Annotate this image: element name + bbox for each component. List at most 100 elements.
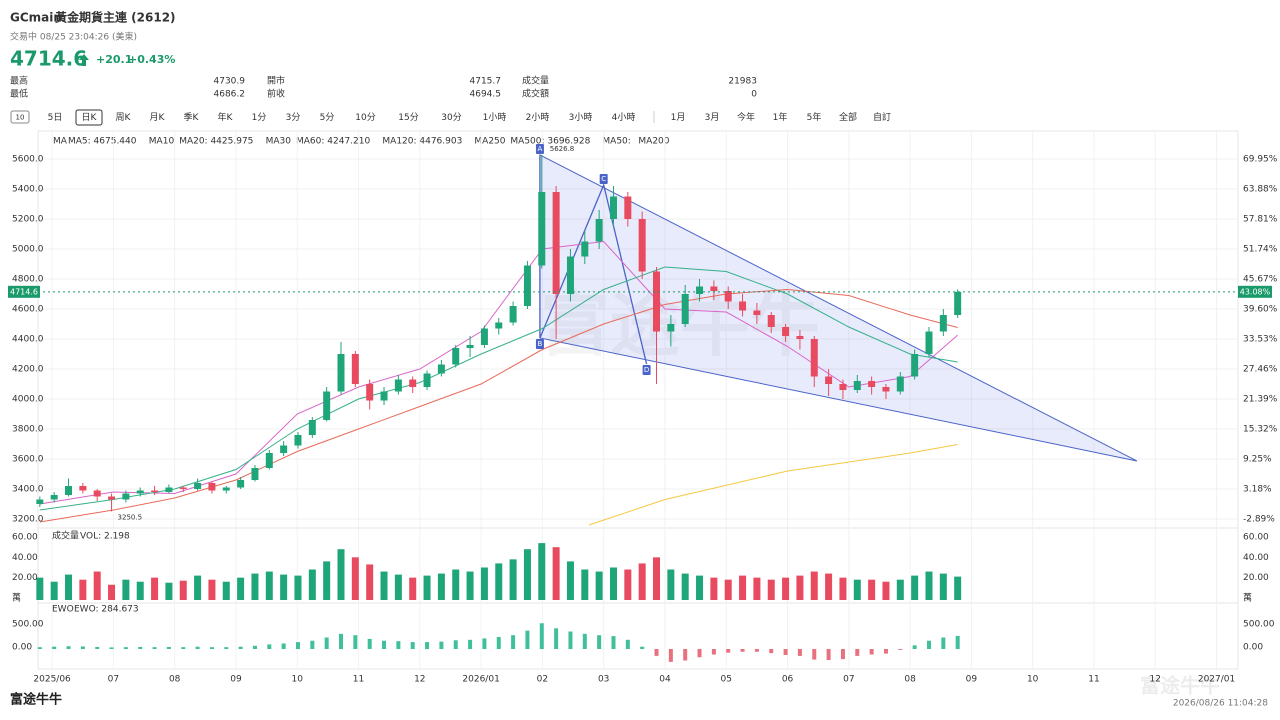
volume-bar bbox=[36, 577, 44, 600]
pattern-label: D bbox=[644, 366, 649, 374]
candle-body bbox=[523, 265, 531, 307]
ewo-bar bbox=[324, 637, 329, 650]
volume-bar bbox=[796, 575, 804, 600]
x-tick-label: 09 bbox=[230, 675, 242, 685]
x-tick-label: 06 bbox=[782, 675, 794, 685]
volume-bar bbox=[151, 577, 159, 600]
candle-body bbox=[466, 345, 474, 349]
toolbar-button[interactable]: 5年 bbox=[807, 111, 822, 123]
x-tick-label: 12 bbox=[414, 675, 425, 685]
candle-body bbox=[954, 291, 962, 316]
toolbar-button[interactable]: 1分 bbox=[252, 112, 267, 123]
toolbar-button[interactable]: 3分 bbox=[286, 112, 301, 123]
y-tick-label: 5400.0 bbox=[12, 185, 44, 195]
volume-bar bbox=[366, 564, 374, 600]
volume-bar bbox=[538, 543, 546, 600]
volume-bar bbox=[394, 574, 402, 600]
toolbar-button[interactable]: 日K bbox=[82, 112, 98, 123]
toolbar-button[interactable]: 1小時 bbox=[483, 112, 507, 123]
candle-body bbox=[50, 495, 58, 500]
y2-tick-label: 33.53% bbox=[1243, 335, 1278, 345]
candle-body bbox=[294, 435, 302, 446]
volume-bar bbox=[523, 549, 531, 600]
stat-value: 4686.2 bbox=[214, 90, 246, 100]
ewo-bar bbox=[582, 633, 587, 650]
candle-body bbox=[495, 322, 503, 329]
candle-body bbox=[308, 420, 316, 436]
ewo-tick-label: 0.00 bbox=[12, 643, 32, 653]
candle-body bbox=[810, 339, 818, 377]
volume-bar bbox=[882, 581, 890, 600]
candle-body bbox=[380, 391, 388, 401]
volume-bar bbox=[782, 577, 790, 600]
toolbar-button[interactable]: 3小時 bbox=[569, 112, 593, 123]
volume-bar bbox=[280, 574, 288, 600]
toolbar-button[interactable]: 周K bbox=[116, 112, 132, 123]
legend-entry: MA500: 3696.928 bbox=[510, 137, 590, 147]
toolbar-button[interactable]: 30分 bbox=[441, 112, 461, 123]
toolbar-button[interactable]: 3月 bbox=[705, 112, 720, 123]
toolbar-button[interactable]: 1月 bbox=[671, 112, 686, 123]
candle-body bbox=[552, 192, 560, 295]
toolbar-button[interactable]: 10分 bbox=[355, 112, 375, 123]
ewo-legend: EWO: 284.673 bbox=[74, 605, 139, 615]
ewo-bar bbox=[496, 637, 501, 650]
volume-bar bbox=[237, 577, 245, 600]
x-tick-label: 11 bbox=[353, 675, 364, 685]
stat-label: 最高 bbox=[10, 75, 28, 87]
y2-tick-label: 39.60% bbox=[1243, 305, 1278, 315]
toolbar-button[interactable]: 15分 bbox=[398, 112, 418, 123]
toolbar-button[interactable]: 今年 bbox=[737, 111, 755, 123]
candle-body bbox=[696, 286, 704, 295]
candle-body bbox=[366, 384, 374, 401]
ewo-bar bbox=[138, 646, 143, 650]
volume-bar bbox=[595, 571, 603, 600]
toolbar-button[interactable]: 2小時 bbox=[526, 112, 550, 123]
legend-entry: MA10 bbox=[149, 137, 175, 147]
ewo-bar bbox=[80, 646, 85, 650]
candle-body bbox=[581, 241, 589, 257]
candle-body bbox=[194, 483, 202, 490]
pattern-label: C bbox=[601, 175, 606, 183]
volume-bar bbox=[911, 575, 919, 600]
y-tick-label: 5600.0 bbox=[12, 155, 44, 165]
icon[interactable]: 10 bbox=[16, 114, 25, 122]
panel-frame bbox=[37, 527, 1239, 604]
ewo-bar bbox=[625, 639, 630, 650]
volume-bar bbox=[868, 579, 876, 600]
ewo-bar bbox=[339, 633, 344, 650]
candle-body bbox=[882, 387, 890, 392]
toolbar-button[interactable]: 自訂 bbox=[873, 111, 891, 123]
stat-value: 4730.9 bbox=[214, 77, 246, 87]
candle-body bbox=[710, 286, 718, 292]
legend-entry: MA60: 4247.210 bbox=[296, 137, 370, 147]
toolbar-button[interactable]: 月K bbox=[150, 112, 166, 123]
volume-bar bbox=[667, 569, 675, 600]
toolbar-button[interactable]: 4小時 bbox=[612, 112, 636, 123]
y-tick-label: 4200.0 bbox=[12, 365, 44, 375]
stat-value: 4715.7 bbox=[470, 77, 502, 87]
volume-bar bbox=[194, 575, 202, 600]
ewo-bar bbox=[597, 635, 602, 650]
toolbar-button[interactable]: 季K bbox=[184, 111, 200, 123]
icon-box[interactable] bbox=[10, 110, 30, 124]
ewo-bar bbox=[396, 641, 401, 650]
selected-box bbox=[75, 109, 103, 126]
price-tag-label: 4714.6 bbox=[10, 287, 38, 296]
toolbar-button[interactable]: 全部 bbox=[839, 111, 857, 123]
volume-tick-label-right: 萬 bbox=[1243, 591, 1252, 603]
volume-bar bbox=[337, 549, 345, 600]
toolbar-button[interactable]: 5分 bbox=[320, 112, 335, 123]
candle-body bbox=[595, 219, 603, 242]
toolbar-button[interactable]: 5日 bbox=[48, 112, 63, 123]
y2-tick-label: 51.74% bbox=[1243, 245, 1278, 255]
candle-body bbox=[739, 301, 747, 311]
toolbar-button[interactable]: 1年 bbox=[773, 111, 788, 123]
toolbar-button[interactable]: 年K bbox=[218, 111, 234, 123]
stat-label: 成交量 bbox=[522, 75, 549, 87]
y2-tick-label: 45.67% bbox=[1243, 275, 1278, 285]
pct-tag bbox=[1238, 285, 1272, 298]
stat-value: 4694.5 bbox=[470, 90, 502, 100]
volume-bar bbox=[925, 571, 933, 600]
volume-bar bbox=[50, 581, 58, 600]
